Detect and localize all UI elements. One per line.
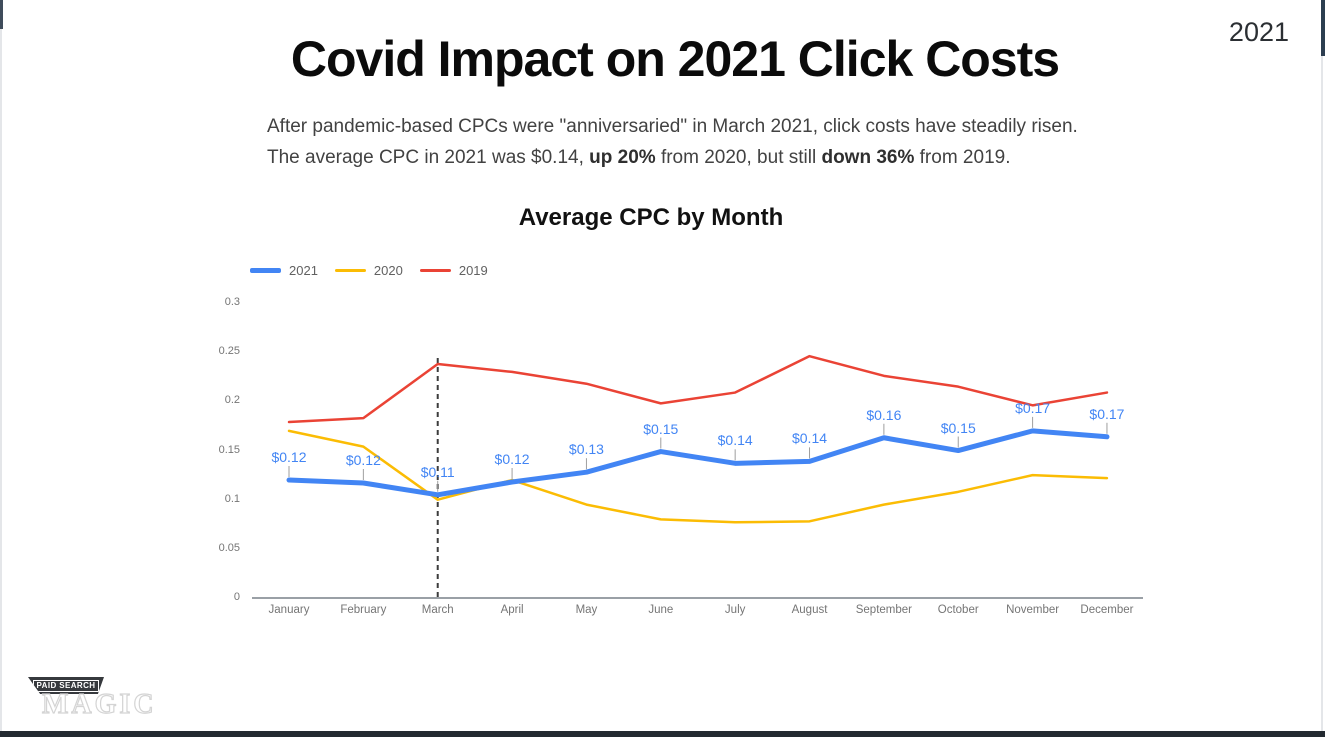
data-point-label: $0.12 bbox=[271, 449, 307, 466]
right-frame-edge bbox=[1321, 0, 1323, 737]
series-line-2019 bbox=[287, 354, 1109, 424]
data-point-label: $0.14 bbox=[717, 432, 753, 449]
subtitle-text: The average CPC in 2021 was $0.14, bbox=[267, 147, 590, 168]
legend-label: 2021 bbox=[289, 263, 318, 278]
page-title: Covid Impact on 2021 Click Costs bbox=[290, 31, 1060, 87]
logo-banner: PAID SEARCH bbox=[28, 677, 104, 694]
x-axis-month-label: November bbox=[1006, 604, 1060, 616]
x-axis-month-label: October bbox=[937, 604, 979, 616]
y-axis-tick-label: 0.25 bbox=[218, 345, 240, 358]
legend-item-2021: 2021 bbox=[250, 263, 318, 278]
x-axis-month-label: February bbox=[340, 604, 387, 616]
legend-swatch-2021 bbox=[250, 268, 281, 273]
chart-legend: 2021 2020 2019 bbox=[250, 263, 488, 278]
data-point-label: $0.13 bbox=[568, 441, 604, 458]
subtitle-text: After pandemic-based CPCs were "annivers… bbox=[267, 116, 1078, 137]
x-axis-month-label: September bbox=[855, 604, 912, 616]
x-axis-month-label: April bbox=[500, 604, 524, 616]
y-axis-tick-label: 0.15 bbox=[218, 443, 240, 456]
left-frame-edge bbox=[0, 0, 2, 737]
top-right-edge-mark bbox=[1321, 0, 1325, 56]
chart-title: Average CPC by Month bbox=[518, 204, 784, 231]
legend-swatch-2019 bbox=[419, 269, 451, 272]
logo-word: MAGIC bbox=[41, 688, 157, 720]
x-axis-month-label: March bbox=[421, 604, 454, 616]
subtitle-text: from 2020, but still bbox=[655, 147, 822, 168]
data-point-label: $0.12 bbox=[494, 451, 530, 467]
data-point-label: $0.17 bbox=[1089, 405, 1125, 422]
bottom-edge-bar bbox=[0, 731, 1325, 737]
subtitle-bold-text: down 36% bbox=[821, 147, 915, 168]
top-left-edge-mark bbox=[0, 0, 3, 29]
legend-label: 2019 bbox=[458, 263, 488, 278]
x-axis-month-label: December bbox=[1080, 604, 1134, 616]
corner-year-label: 2021 bbox=[1228, 17, 1289, 47]
series-line-2021 bbox=[286, 428, 1110, 498]
data-point-label: $0.11 bbox=[420, 463, 455, 480]
subtitle-text: from 2019. bbox=[914, 147, 1011, 168]
subtitle-bold-text: up 20% bbox=[589, 147, 656, 168]
paid-search-magic-logo: PAID SEARCH MAGIC bbox=[28, 676, 154, 726]
subtitle: After pandemic-based CPCs were "annivers… bbox=[267, 111, 1078, 173]
data-point-label: $0.16 bbox=[866, 406, 902, 423]
data-point-label: $0.12 bbox=[345, 451, 381, 468]
legend-item-2019: 2019 bbox=[419, 263, 488, 278]
y-axis-tick-label: 0.05 bbox=[218, 541, 240, 554]
x-axis-month-label: January bbox=[268, 604, 310, 616]
y-axis-tick-label: 0.3 bbox=[224, 296, 240, 309]
legend-item-2020: 2020 bbox=[334, 263, 403, 278]
x-axis-month-label: May bbox=[575, 604, 598, 616]
data-point-label: $0.17 bbox=[1015, 399, 1051, 416]
data-point-label: $0.15 bbox=[643, 420, 679, 437]
x-axis-month-label: July bbox=[724, 604, 746, 616]
subtitle-line-2: The average CPC in 2021 was $0.14, up 20… bbox=[267, 142, 1078, 173]
x-axis-month-label: August bbox=[791, 604, 828, 616]
data-point-label: $0.14 bbox=[791, 430, 828, 447]
legend-label: 2020 bbox=[373, 263, 403, 278]
x-axis-month-label: June bbox=[648, 604, 674, 616]
y-axis-tick-label: 0.1 bbox=[224, 492, 240, 505]
legend-swatch-2020 bbox=[334, 269, 366, 272]
y-axis-tick-label: 0 bbox=[233, 591, 240, 603]
data-point-label: $0.15 bbox=[940, 419, 976, 436]
y-axis-tick-label: 0.2 bbox=[224, 394, 240, 407]
subtitle-line-1: After pandemic-based CPCs were "annivers… bbox=[267, 111, 1078, 142]
